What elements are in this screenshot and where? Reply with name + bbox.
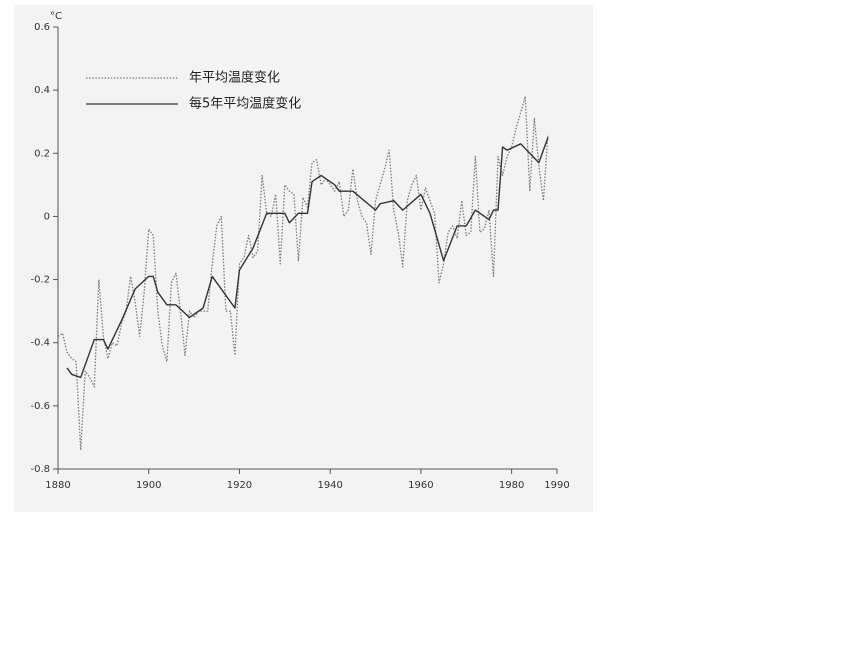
x-tick-label: 1900 (136, 480, 161, 491)
y-axis-unit: °C (50, 11, 62, 22)
series-line (66, 137, 549, 379)
y-tick-label: 0.2 (34, 148, 50, 159)
series-line (57, 95, 549, 451)
legend-label: 年平均温度变化 (189, 70, 280, 86)
y-tick-label: 0 (44, 211, 50, 222)
legend-label: 每5年平均温度变化 (189, 96, 301, 112)
y-tick-label: -0.4 (30, 338, 50, 349)
x-tick-label: 1920 (227, 480, 252, 491)
y-tick-label: 0.6 (34, 22, 50, 33)
chart-background (14, 5, 593, 512)
y-tick-label: 0.4 (34, 85, 50, 96)
x-tick-label: 1880 (45, 480, 70, 491)
x-tick-label: 1960 (408, 480, 433, 491)
x-tick-label: 1990 (544, 480, 569, 491)
y-tick-label: -0.2 (30, 275, 50, 286)
x-tick-label: 1940 (317, 480, 342, 491)
x-tick-label: 1980 (499, 480, 524, 491)
y-tick-label: -0.6 (30, 401, 50, 412)
y-tick-label: -0.8 (30, 464, 50, 475)
